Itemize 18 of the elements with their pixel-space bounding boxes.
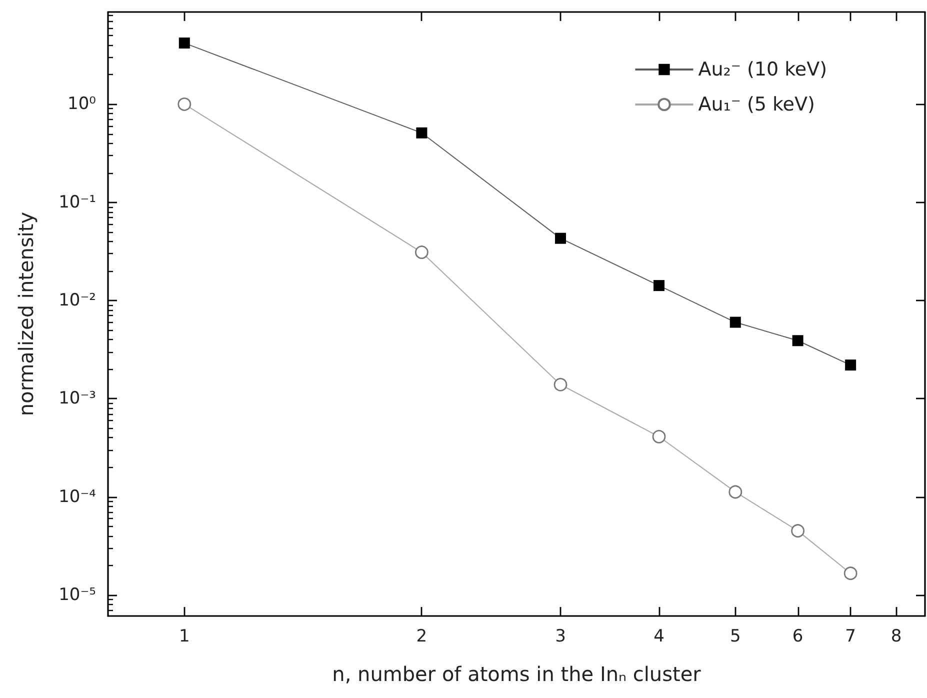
legend-label: Au₁⁻ (5 keV) xyxy=(698,94,815,116)
legend-label: Au₂⁻ (10 keV) xyxy=(698,58,827,80)
y-tick-label: 10⁻³ xyxy=(58,388,96,409)
y-tick-label: 10⁻⁴ xyxy=(58,486,96,507)
x-tick-label: 3 xyxy=(555,626,566,646)
x-tick-label: 7 xyxy=(845,626,856,646)
x-tick-label: 4 xyxy=(654,626,664,646)
x-tick-label: 6 xyxy=(792,626,804,646)
y-tick-label: 10⁻⁵ xyxy=(58,584,96,605)
x-axis-title: n, number of atoms in the Inₙ cluster xyxy=(332,662,702,686)
y-axis-title: normalized intensity xyxy=(14,212,38,416)
x-tick-label: 2 xyxy=(416,626,428,646)
y-tick-label: 10⁻¹ xyxy=(58,192,96,212)
x-tick-label: 8 xyxy=(890,626,902,646)
y-tick-label: 10⁰ xyxy=(68,94,96,114)
y-tick-label: 10⁻² xyxy=(58,290,96,310)
x-tick-label: 5 xyxy=(730,626,741,646)
x-tick-label: 1 xyxy=(178,626,190,646)
